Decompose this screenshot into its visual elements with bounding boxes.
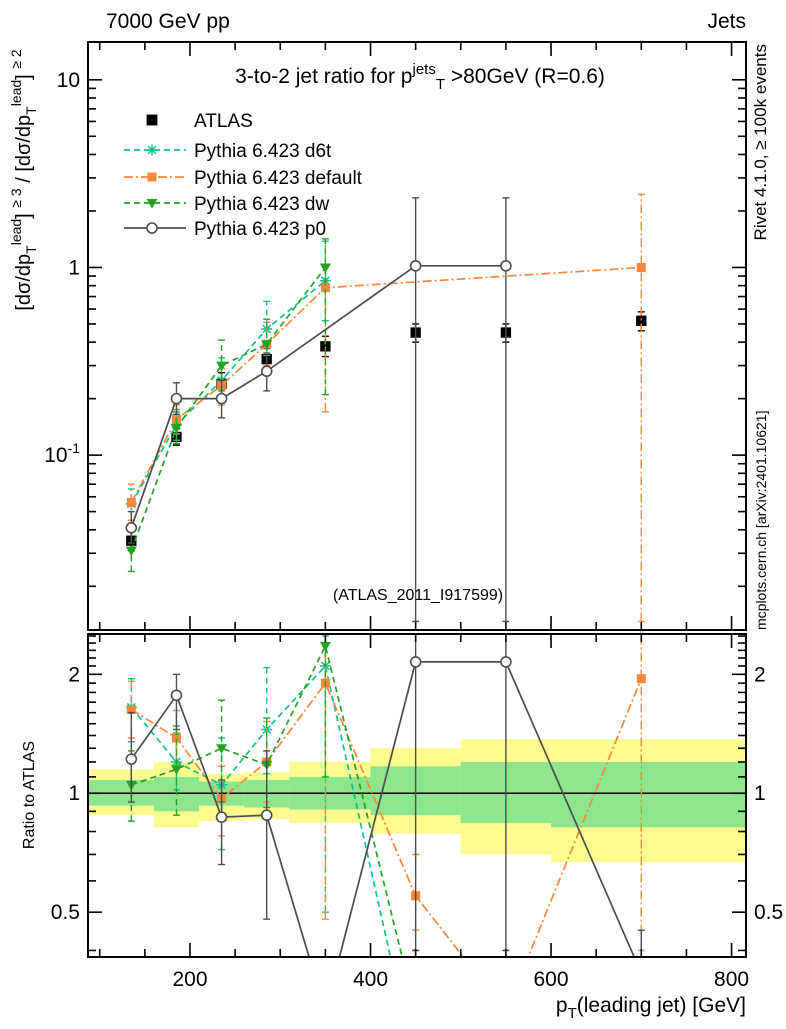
plot-title: 3-to-2 jet ratio for pjetsT >80GeV (R=0.… [235,61,605,93]
analysis-watermark: (ATLAS_2011_I917599) [333,587,503,604]
mcplots-note: mcplots.cern.ch [arXiv:2401.10621] [753,411,769,630]
marker-circle-open [125,521,138,534]
ratio-y-axis-label: Ratio to ATLAS [21,741,38,849]
main-y-tick-label: 10-1 [44,440,80,467]
marker-square [126,704,136,714]
marker-circle-open [500,656,512,668]
legend-label: Pythia 6.423 p0 [194,219,326,240]
legend-item-dw: Pythia 6.423 dw [124,194,329,215]
ratio-panel-frame [87,633,747,958]
x-tick-label: 600 [534,968,569,991]
marker-triangle-down [319,263,331,273]
header-right-label: Jets [707,10,746,33]
legend-label: Pythia 6.423 default [194,168,363,189]
legend-label: Pythia 6.423 d6t [194,141,332,162]
x-tick-label: 800 [714,968,749,991]
marker-square [636,262,646,272]
marker-triangle-down [261,340,273,350]
x-tick-label: 200 [172,968,207,991]
marker-circle-open [170,689,183,702]
marker-triangle-down [170,423,182,434]
marker-square [636,315,647,326]
marker-circle-open [125,753,138,765]
chart-content: 200 400 600 800 10 1 10-1 2 2 1 1 0.5 0.5 3-to-2 jet … [8,41,783,1022]
ratio-y-tick-label-left: 2 [68,663,80,686]
ratio-y-tick-label-right: 1 [754,782,766,805]
main-panel-frame [87,41,747,631]
marker-square [126,497,136,507]
ratio-y-tick-label-left: 1 [68,782,80,805]
marker-asterisk [146,144,158,156]
marker-circle-open [500,260,512,272]
x-tick-label: 400 [353,968,388,991]
marker-square [147,172,157,182]
main-y-axis-label: [dσ/dpTlead] ≥ 3 / [dσ/dpTlead] ≥ 2 [8,49,39,311]
band-green [551,761,746,828]
marker-circle-open [215,392,228,405]
x-axis-title: pT(leading jet) [GeV] [556,994,746,1022]
marker-square [171,733,181,743]
header-left-label: 7000 GeV pp [106,10,230,33]
legend-item-p0: Pythia 6.423 p0 [124,219,326,240]
marker-triangle-down [216,361,228,372]
main-y-tick-label: 1 [68,256,80,279]
marker-circle-open [170,392,183,405]
ratio-y-tick-label-right: 2 [754,663,766,686]
marker-circle-open [409,656,422,668]
marker-circle-open [215,811,228,823]
marker-square [320,341,331,352]
marker-triangle-down [319,641,331,652]
marker-circle-open [260,365,273,378]
series-dw-main [125,238,331,573]
marker-circle-open [146,222,158,234]
marker-triangle-down [170,765,182,775]
series-p0-ratio [125,634,645,957]
marker-square [636,674,646,684]
series-p0-main [125,197,512,623]
marker-triangle-down [125,546,137,557]
ratio-y-tick-label-left: 0.5 [51,901,80,924]
ratio-y-tick-label-right: 0.5 [754,901,783,924]
legend-label: Pythia 6.423 dw [194,194,329,215]
marker-circle-open [409,260,422,272]
marker-square [146,114,158,126]
legend-label: ATLAS [194,111,253,132]
legend-item-default: Pythia 6.423 default [124,168,363,189]
legend-item-d6t: Pythia 6.423 d6t [124,141,332,162]
axis-ticks [88,42,746,957]
legend-item-atlas: ATLAS [146,111,253,132]
marker-circle-open [260,809,273,821]
marker-triangle-down [146,199,158,209]
marker-square [320,283,330,293]
marker-triangle-down [216,744,228,754]
rivet-version-note: Rivet 4.1.0, ≥ 100k events [751,44,770,240]
main-y-tick-label: 10 [57,69,80,92]
